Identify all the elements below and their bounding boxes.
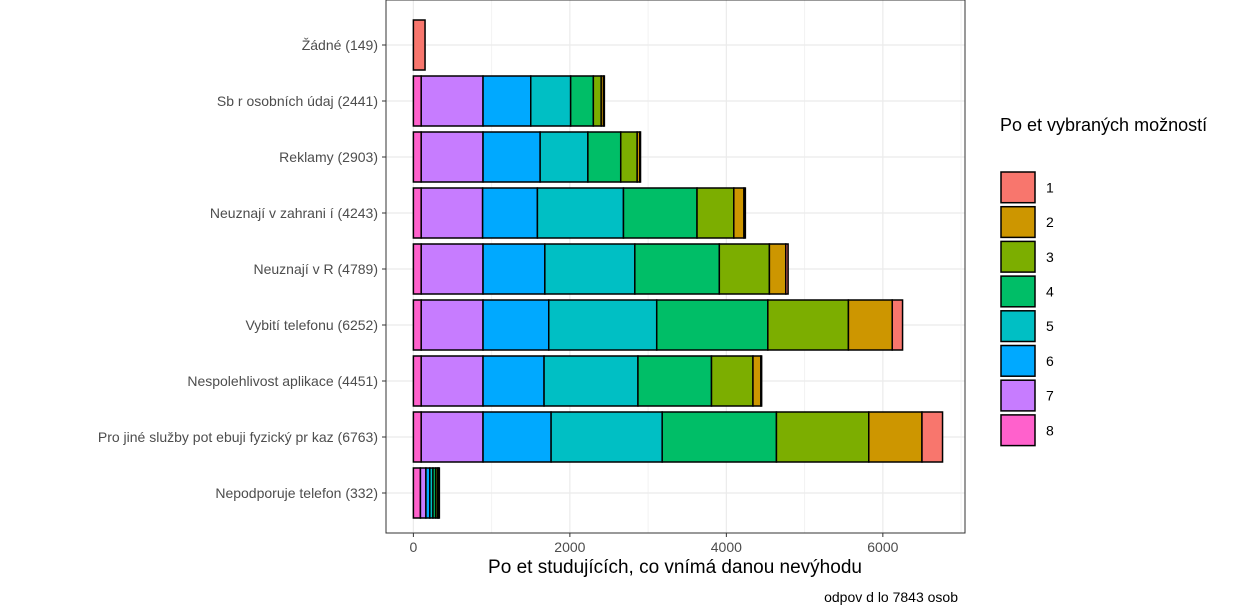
x-axis-title: Po et studujících, co vnímá danou nevýho…: [488, 557, 862, 578]
legend-key: [1000, 275, 1036, 308]
bar-segment: [412, 131, 422, 183]
bar-segment: [661, 411, 778, 463]
bar-segment: [743, 187, 747, 239]
bar-segment: [550, 411, 663, 463]
x-tick-label: 0: [409, 539, 417, 555]
y-tick-label: Vybití telefonu (6252): [245, 317, 378, 333]
y-tick-label: Neuznají v zahrani í (4243): [210, 205, 378, 221]
bar-segment: [619, 131, 638, 183]
y-tick-label: Sb r osobních údaj (2441): [217, 93, 378, 109]
bar-segment: [482, 131, 541, 183]
legend-label: 8: [1046, 422, 1054, 438]
y-tick-label: Neuznají v R (4789): [253, 261, 378, 277]
x-tick-label: 6000: [867, 539, 898, 555]
bar-segment: [482, 75, 532, 127]
bar-segment: [482, 411, 552, 463]
bar-segment: [752, 355, 762, 407]
bar-segment: [784, 243, 789, 295]
bar-segment: [696, 187, 735, 239]
legend-label: 3: [1046, 249, 1054, 265]
x-tick-label: 4000: [711, 539, 742, 555]
x-axis: 0 2000 4000 6000: [409, 533, 899, 555]
y-tick-label: Reklamy (2903): [279, 149, 378, 165]
bar-segment: [420, 131, 484, 183]
bar-segment: [539, 131, 589, 183]
legend-label: 7: [1046, 388, 1054, 404]
bar-segment: [547, 299, 658, 351]
bar-segment: [847, 299, 893, 351]
bar-segment: [638, 131, 642, 183]
legend-key: [1000, 344, 1036, 377]
bar-segment: [530, 75, 572, 127]
bar-segment: [412, 187, 422, 239]
bar-segment: [412, 411, 422, 463]
y-tick-label: Nepodporuje telefon (332): [215, 485, 378, 501]
bar-segment: [420, 243, 484, 295]
y-tick-label: Pro jiné služby pot ebuji fyzický pr kaz…: [98, 429, 378, 445]
bars-layer: [412, 19, 944, 519]
bar-segment: [543, 355, 639, 407]
y-tick-label: Žádné (149): [302, 37, 378, 53]
bar-segment: [760, 355, 763, 407]
bar-segment: [420, 355, 484, 407]
bar-segment: [592, 75, 602, 127]
bar-segment: [482, 299, 550, 351]
bar-segment: [655, 299, 769, 351]
bar-segment: [437, 467, 441, 519]
legend-key: [1000, 379, 1036, 412]
y-tick-label: Nespolehlivost aplikace (4451): [187, 373, 378, 389]
legend-key: [1000, 414, 1036, 447]
bar-segment: [412, 243, 422, 295]
legend-key: [1000, 171, 1036, 204]
x-tick-label: 2000: [554, 539, 585, 555]
y-axis: Žádné (149) Sb r osobních údaj (2441) Rekl…: [98, 37, 386, 501]
bar-segment: [420, 75, 484, 127]
bar-segment: [602, 75, 606, 127]
bar-segment: [868, 411, 923, 463]
legend-label: 6: [1046, 353, 1054, 369]
legend-label: 4: [1046, 283, 1054, 299]
bar-segment: [412, 467, 422, 519]
bar-segment: [420, 299, 484, 351]
bar-segment: [420, 187, 484, 239]
bar-segment: [412, 299, 422, 351]
bar-segment: [733, 187, 745, 239]
bar-segment: [482, 355, 545, 407]
bar-segment: [544, 243, 636, 295]
bar-segment: [482, 243, 546, 295]
legend-key: [1000, 240, 1036, 273]
caption: odpov d lo 7843 osob: [824, 589, 958, 605]
bar-segment: [412, 355, 422, 407]
bar-segment: [767, 299, 850, 351]
bar-segment: [412, 75, 422, 127]
bar-segment: [622, 187, 698, 239]
legend-title: Po et vybraných možností: [1000, 115, 1207, 135]
bar-segment: [569, 75, 595, 127]
bar-segment: [921, 411, 944, 463]
legend-key: [1000, 205, 1036, 239]
bar-segment: [536, 187, 625, 239]
legend-label: 1: [1046, 179, 1054, 195]
bar-segment: [419, 467, 427, 519]
bar-segment: [412, 19, 426, 71]
bar-segment: [634, 243, 721, 295]
bar-segment: [637, 355, 713, 407]
bar-segment: [587, 131, 622, 183]
bar-segment: [891, 299, 904, 351]
bar-segment: [768, 243, 787, 295]
bar-segment: [718, 243, 771, 295]
legend-key: [1000, 310, 1036, 343]
bar-segment: [481, 187, 539, 239]
bar-segment: [775, 411, 870, 463]
bar-segment: [710, 355, 754, 407]
legend: Po et vybraných možností 1 2 3 4 5 6 7 8: [1000, 115, 1207, 447]
legend-label: 2: [1046, 214, 1054, 230]
panel-border: [385, 0, 966, 534]
bar-segment: [420, 411, 484, 463]
legend-label: 5: [1046, 318, 1054, 334]
